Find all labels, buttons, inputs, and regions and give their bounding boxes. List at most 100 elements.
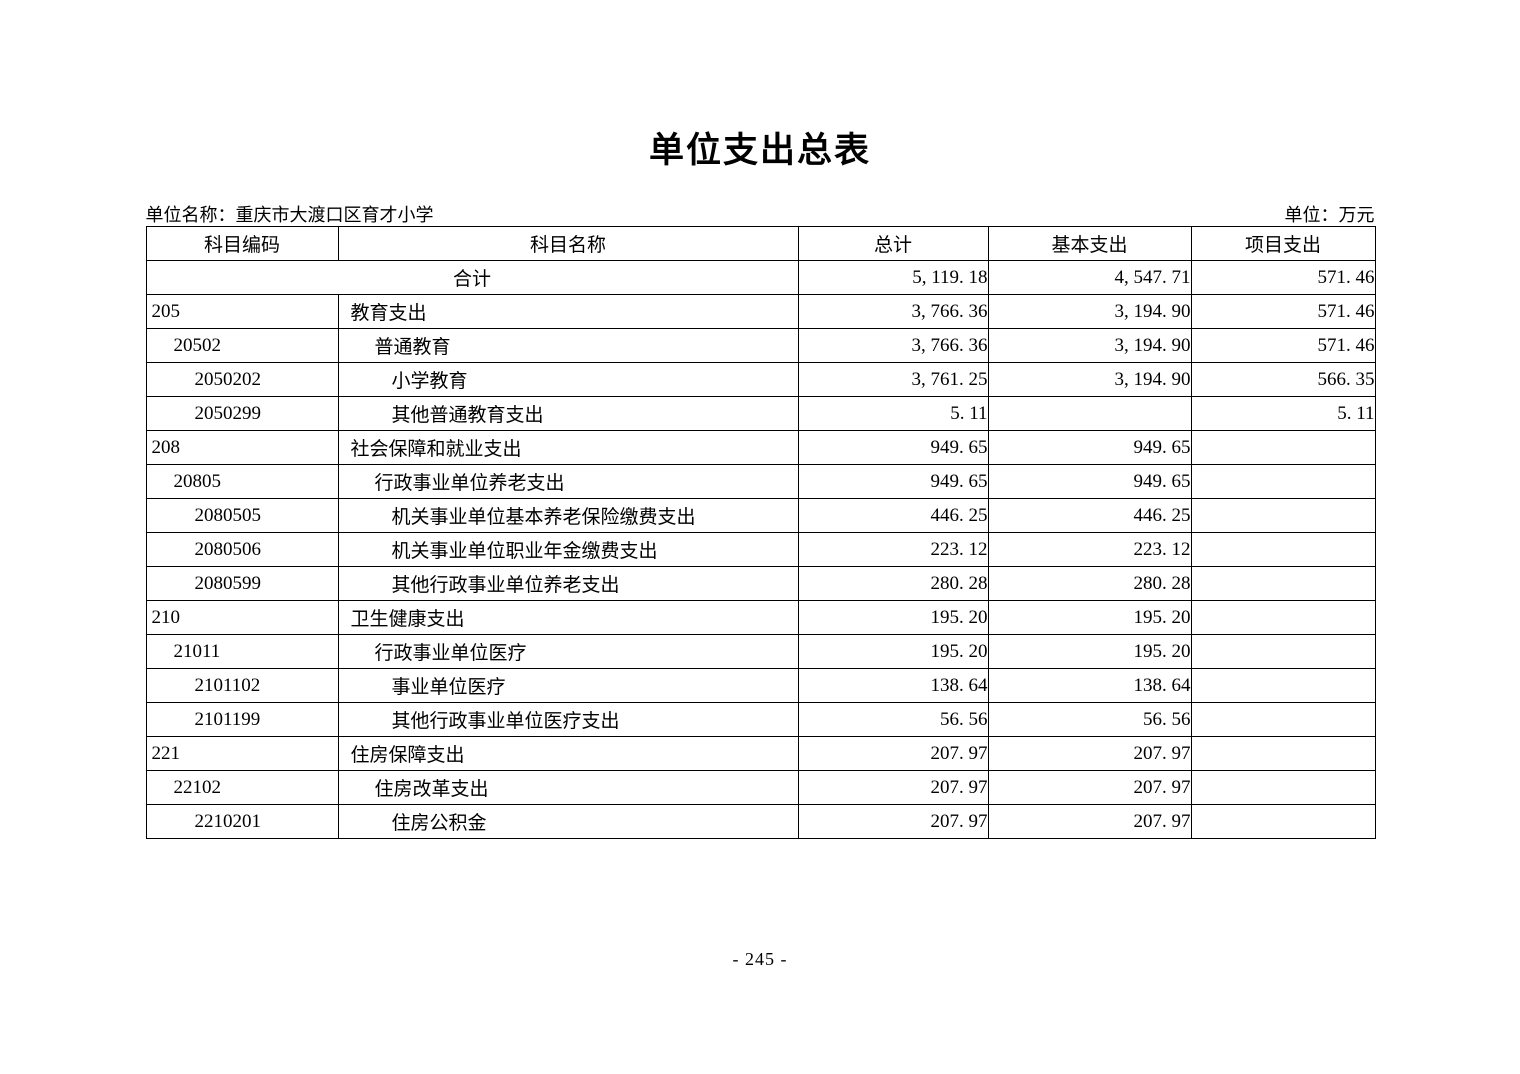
col-header-basic-expense: 基本支出: [987, 226, 1192, 261]
cell-total: 56. 56: [797, 702, 989, 737]
cell-basic-expense: 949. 65: [987, 464, 1192, 499]
expenditure-table: 科目编码 科目名称 总计 基本支出 项目支出 合计 5, 119. 18 4, 54…: [145, 226, 1376, 839]
table-row: 210 卫生健康支出 195. 20 195. 20: [145, 600, 1376, 635]
cell-total: 949. 65: [797, 464, 989, 499]
cell-total: 949. 65: [797, 430, 989, 465]
cell-subject-code: 205: [145, 294, 339, 329]
cell-project-expense: [1190, 702, 1376, 737]
cell-subject-name: 住房公积金: [337, 804, 799, 839]
unit-measure-line: 单位：万元: [1285, 204, 1375, 226]
cell-subject-name: 其他普通教育支出: [337, 396, 799, 431]
cell-project-expense: [1190, 498, 1376, 533]
cell-subject-name: 教育支出: [337, 294, 799, 329]
cell-subject-name: 卫生健康支出: [337, 600, 799, 635]
cell-subject-code: 2080599: [145, 566, 339, 601]
cell-project-expense: [1190, 804, 1376, 839]
cell-basic-expense: 446. 25: [987, 498, 1192, 533]
table-row: 2101102 事业单位医疗 138. 64 138. 64: [145, 668, 1376, 703]
cell-project-expense: [1190, 770, 1376, 805]
cell-subject-code: 20502: [145, 328, 339, 363]
unit-name-label: 单位名称：: [145, 205, 236, 225]
table-row: 21011 行政事业单位医疗 195. 20 195. 20: [145, 634, 1376, 669]
table-row: 2210201 住房公积金 207. 97 207. 97: [145, 804, 1376, 839]
cell-subject-name: 普通教育: [337, 328, 799, 363]
cell-basic-expense: 56. 56: [987, 702, 1192, 737]
cell-project-expense: [1190, 430, 1376, 465]
cell-total: 5. 11: [797, 396, 989, 431]
cell-subject-code: 22102: [145, 770, 339, 805]
table-row: 2101199 其他行政事业单位医疗支出 56. 56 56. 56: [145, 702, 1376, 737]
table-meta: 单位名称：重庆市大渡口区育才小学 单位：万元: [146, 204, 1375, 226]
cell-total: 446. 25: [797, 498, 989, 533]
cell-total: 195. 20: [797, 634, 989, 669]
col-header-total: 总计: [797, 226, 989, 261]
table-row: 22102 住房改革支出 207. 97 207. 97: [145, 770, 1376, 805]
cell-project-expense: 571. 46: [1190, 328, 1376, 363]
cell-subject-code: 2050299: [145, 396, 339, 431]
unit-name-line: 单位名称：重庆市大渡口区育才小学: [146, 204, 434, 226]
cell-project-expense: 5. 11: [1190, 396, 1376, 431]
page-number: - 245 -: [732, 949, 788, 969]
cell-subject-name: 事业单位医疗: [337, 668, 799, 703]
table-row: 2050299 其他普通教育支出 5. 11 5. 11: [145, 396, 1376, 431]
cell-subject-name: 住房改革支出: [337, 770, 799, 805]
cell-basic-expense: 223. 12: [987, 532, 1192, 567]
cell-total: 3, 766. 36: [797, 328, 989, 363]
cell-basic-expense: 4, 547. 71: [987, 260, 1192, 295]
table-row: 2080599 其他行政事业单位养老支出 280. 28 280. 28: [145, 566, 1376, 601]
col-header-subject-code: 科目编码: [145, 226, 339, 261]
cell-basic-expense: 138. 64: [987, 668, 1192, 703]
cell-subject-name: 社会保障和就业支出: [337, 430, 799, 465]
cell-basic-expense: 195. 20: [987, 634, 1192, 669]
cell-subject-name: 其他行政事业单位医疗支出: [337, 702, 799, 737]
cell-subject-code: 20805: [145, 464, 339, 499]
cell-subject-name-merged: 合计: [145, 260, 799, 295]
cell-subject-code: 2210201: [145, 804, 339, 839]
cell-total: 3, 761. 25: [797, 362, 989, 397]
table-row: 合计 5, 119. 18 4, 547. 71 571. 46: [145, 260, 1376, 295]
col-header-subject-name: 科目名称: [337, 226, 799, 261]
cell-basic-expense: 207. 97: [987, 736, 1192, 771]
cell-basic-expense: [987, 396, 1192, 431]
cell-total: 223. 12: [797, 532, 989, 567]
table-row: 2080506 机关事业单位职业年金缴费支出 223. 12 223. 12: [145, 532, 1376, 567]
cell-subject-name: 其他行政事业单位养老支出: [337, 566, 799, 601]
cell-total: 3, 766. 36: [797, 294, 989, 329]
cell-basic-expense: 949. 65: [987, 430, 1192, 465]
page-title: 单位支出总表: [648, 131, 871, 170]
cell-subject-code: 2101102: [145, 668, 339, 703]
cell-subject-name: 小学教育: [337, 362, 799, 397]
cell-basic-expense: 207. 97: [987, 770, 1192, 805]
cell-project-expense: [1190, 464, 1376, 499]
cell-basic-expense: 3, 194. 90: [987, 328, 1192, 363]
cell-subject-name: 住房保障支出: [337, 736, 799, 771]
cell-project-expense: [1190, 600, 1376, 635]
cell-total: 207. 97: [797, 770, 989, 805]
cell-subject-code: 221: [145, 736, 339, 771]
table-header-row: 科目编码 科目名称 总计 基本支出 项目支出: [145, 226, 1376, 261]
cell-project-expense: 571. 46: [1190, 260, 1376, 295]
table-row: 221 住房保障支出 207. 97 207. 97: [145, 736, 1376, 771]
cell-subject-code: 208: [145, 430, 339, 465]
unit-measure-value: 万元: [1338, 205, 1375, 225]
cell-project-expense: [1190, 736, 1376, 771]
table-body: 合计 5, 119. 18 4, 547. 71 571. 46 205 教育支出 3, 7…: [145, 260, 1376, 839]
cell-total: 207. 97: [797, 804, 989, 839]
table-row: 2050202 小学教育 3, 761. 25 3, 194. 90 566. 35: [145, 362, 1376, 397]
cell-subject-code: 2080506: [145, 532, 339, 567]
unit-measure-label: 单位：: [1284, 205, 1339, 225]
cell-total: 5, 119. 18: [797, 260, 989, 295]
cell-subject-code: 2101199: [145, 702, 339, 737]
table-row: 208 社会保障和就业支出 949. 65 949. 65: [145, 430, 1376, 465]
cell-subject-name: 行政事业单位养老支出: [337, 464, 799, 499]
cell-total: 195. 20: [797, 600, 989, 635]
cell-basic-expense: 3, 194. 90: [987, 362, 1192, 397]
cell-total: 207. 97: [797, 736, 989, 771]
cell-basic-expense: 207. 97: [987, 804, 1192, 839]
table-row: 2080505 机关事业单位基本养老保险缴费支出 446. 25 446. 25: [145, 498, 1376, 533]
cell-subject-code: 2050202: [145, 362, 339, 397]
table-row: 20502 普通教育 3, 766. 36 3, 194. 90 571. 46: [145, 328, 1376, 363]
cell-project-expense: [1190, 634, 1376, 669]
table-row: 20805 行政事业单位养老支出 949. 65 949. 65: [145, 464, 1376, 499]
cell-project-expense: 566. 35: [1190, 362, 1376, 397]
